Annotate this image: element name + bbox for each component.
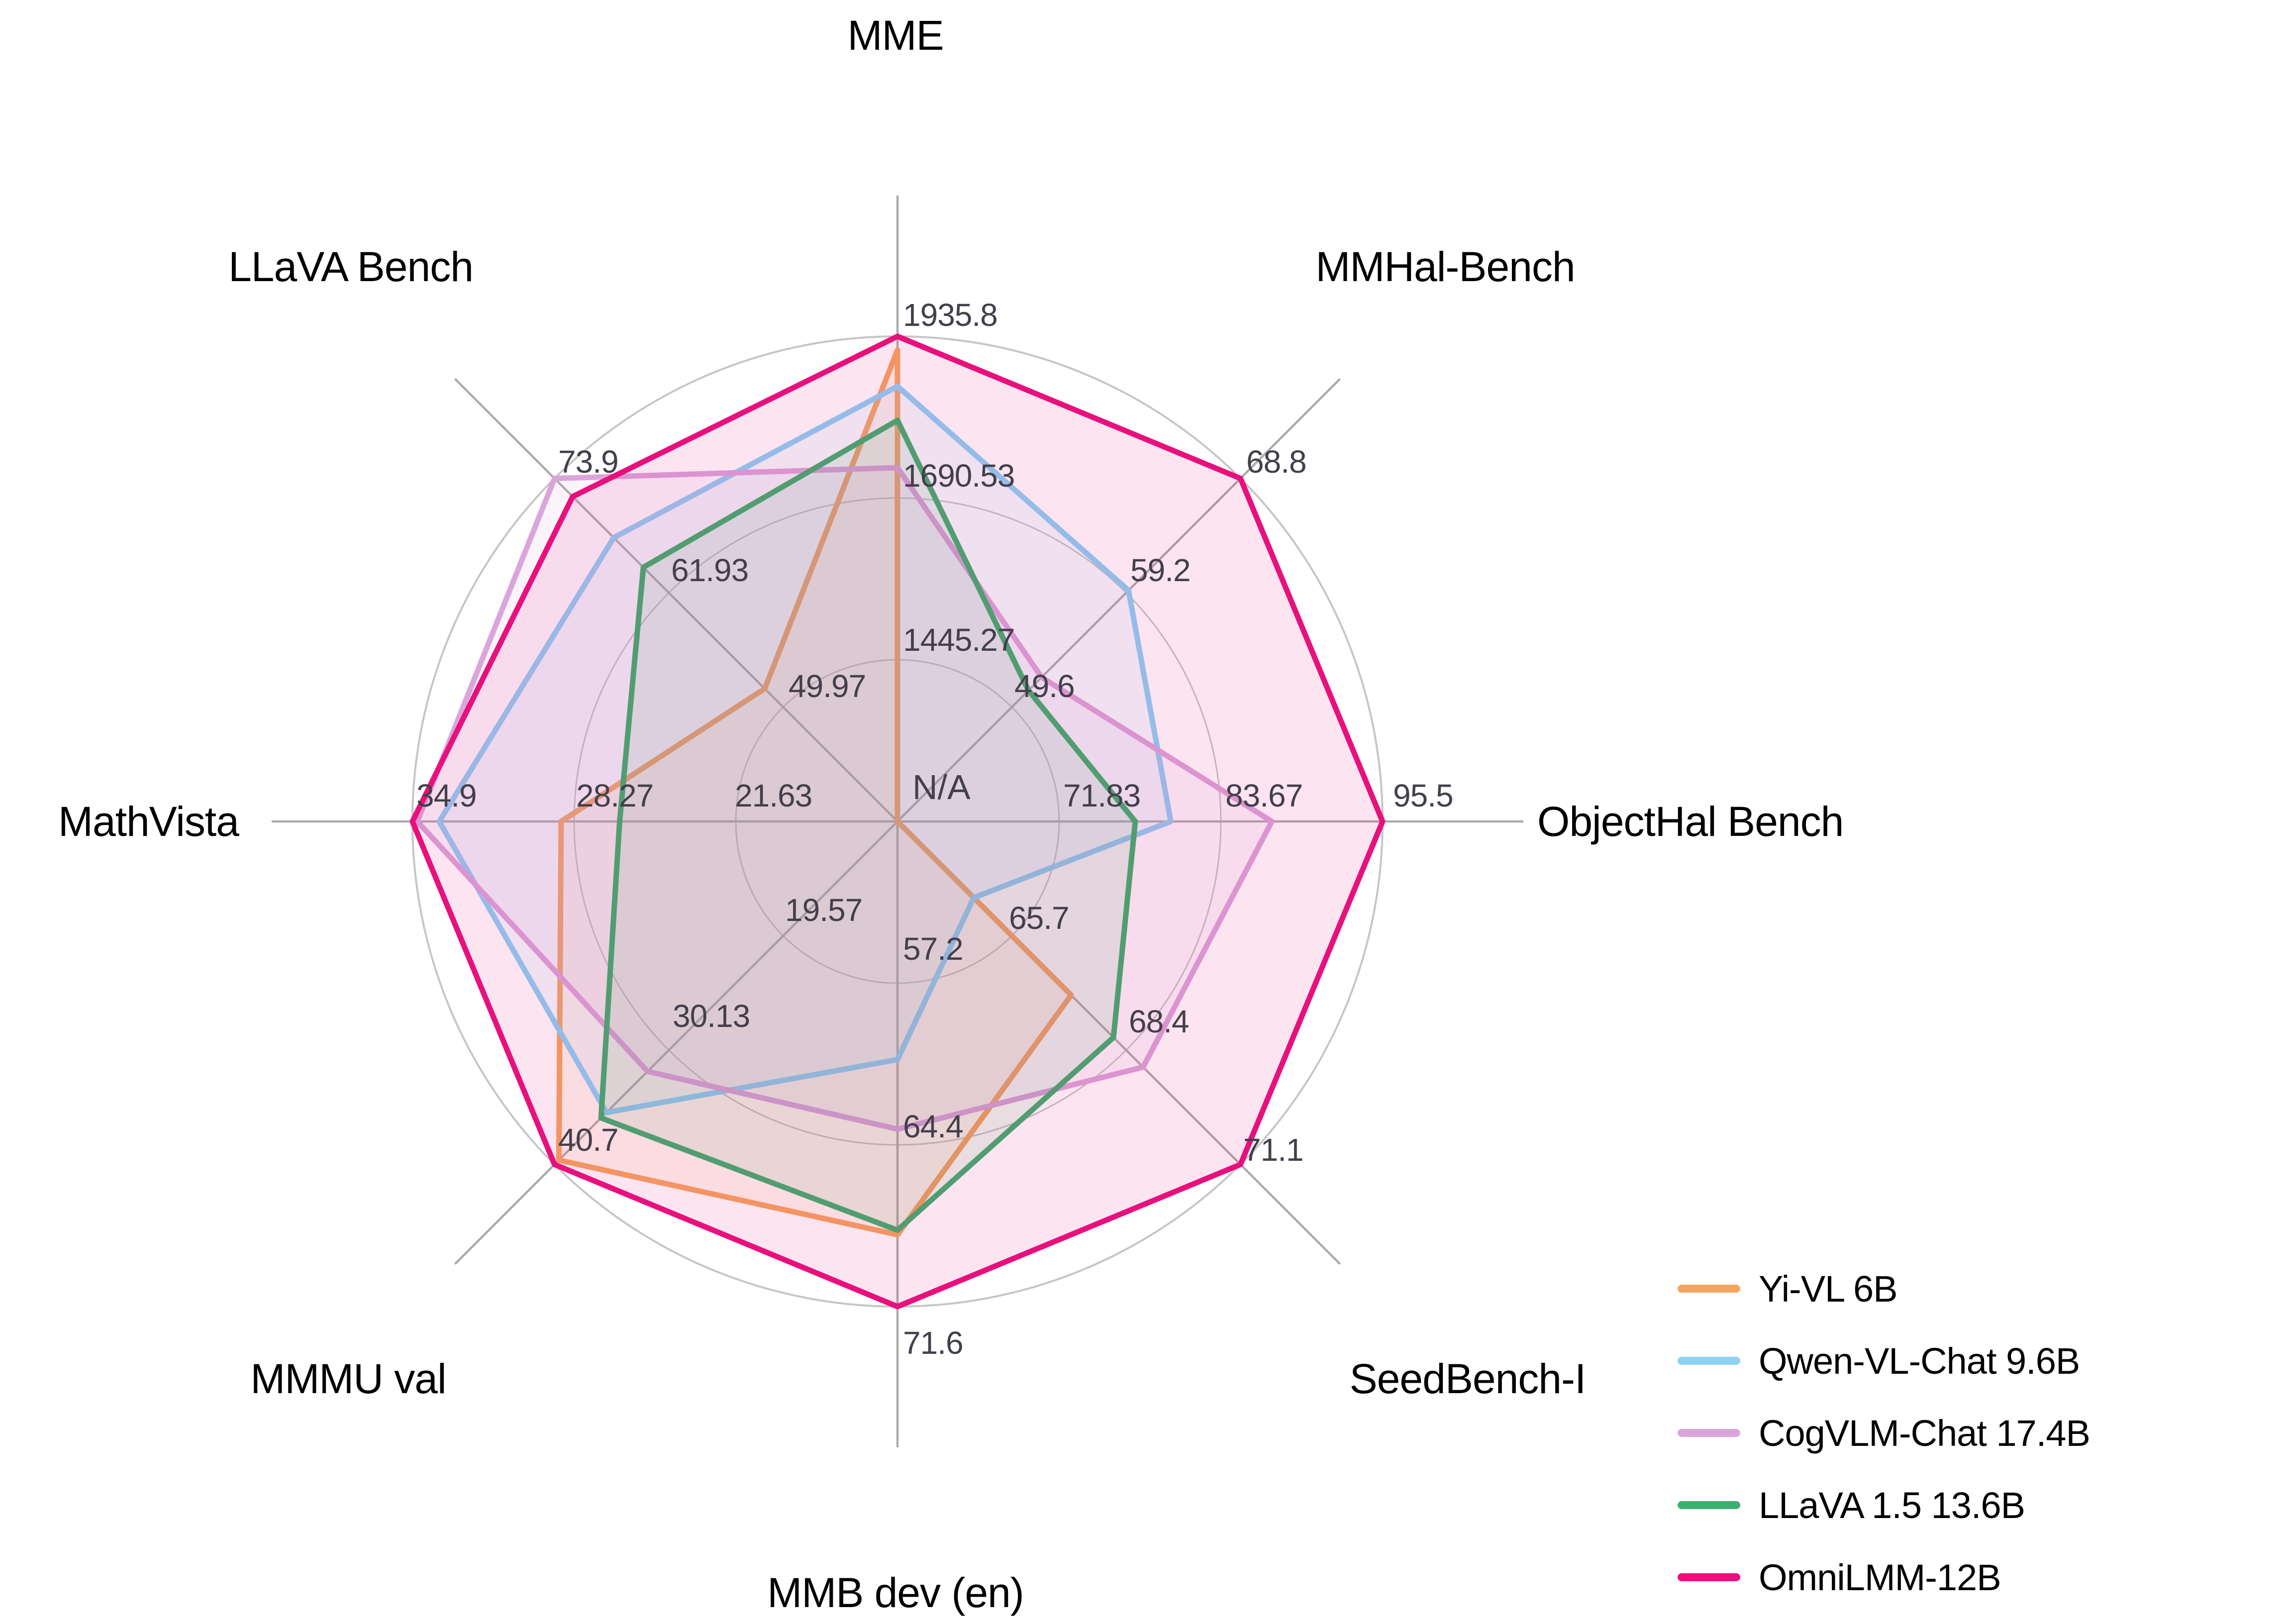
axis-label-seedbench-i: SeedBench-I [1350,1355,1586,1402]
tick-label-objecthal-bench-0: 71.83 [1063,778,1140,813]
series-fill-yi-vl-6b [559,350,1071,1235]
axis-label-llava-bench: LLaVA Bench [228,243,473,290]
legend-item-yi-vl-6b: Yi-VL 6B [1678,1268,1898,1310]
series-line-qwen-vl-chat-9-6b [436,383,1174,1116]
tick-label-mmmu-val-0: 19.57 [785,892,862,928]
series-line-omnilmm-12b [409,333,1386,1310]
tick-label-mmhal-bench-2: 68.8 [1246,444,1306,480]
legend-item-qwen-vl-chat-9-6b: Qwen-VL-Chat 9.6B [1678,1340,2080,1382]
tick-label-mmmu-val-2: 40.7 [558,1122,618,1158]
legend-item-omnilmm-12b: OmniLMM-12B [1678,1557,2001,1598]
axis-label-mmmu-val: MMMU val [250,1355,446,1402]
legend-label-omnilmm-12b: OmniLMM-12B [1759,1557,2001,1598]
series-line-cogvlm-chat-17-4b [414,465,1275,1132]
axis-spoke-llava-bench [454,378,898,822]
tick-label-seedbench-i-0: 65.7 [1009,900,1069,936]
series-fill-omnilmm-12b [412,336,1383,1307]
axis-label-mmhal-bench: MMHal-Bench [1315,243,1575,290]
tick-label-objecthal-bench-2: 95.5 [1393,778,1453,813]
tick-labels: 1445.27 1690.53 1935.8 49.6 59.2 68.8 71.83 83.… [416,297,1454,1361]
legend-label-yi-vl-6b: Yi-VL 6B [1759,1268,1897,1310]
tick-label-mme-1: 1690.53 [903,458,1014,494]
tick-label-objecthal-bench-1: 83.67 [1225,778,1302,813]
tick-label-mmmu-val-1: 30.13 [673,998,750,1034]
legend-label-cogvlm-chat-17-4b: CogVLM-Chat 17.4B [1759,1413,2090,1454]
legend-label-llava-1-5-13-6b: LLaVA 1.5 13.6B [1759,1485,2025,1526]
tick-label-seedbench-i-1: 68.4 [1129,1004,1189,1039]
tick-label-llava-bench-0: 49.97 [789,668,866,704]
legend-item-llava-1-5-13-6b: LLaVA 1.5 13.6B [1678,1485,2025,1526]
tick-label-mmhal-bench-1: 59.2 [1130,552,1191,588]
legend-label-qwen-vl-chat-9-6b: Qwen-VL-Chat 9.6B [1759,1340,2080,1382]
axis-titles: MME MMHal-Bench ObjectHal Bench SeedBench-I… [58,12,1844,1616]
axis-label-mathvista: MathVista [58,798,239,845]
series-fill-qwen-vl-chat-9-6b [439,386,1171,1113]
series-line-llava-1-5-13-6b [598,417,1138,1233]
tick-label-seedbench-i-2: 71.1 [1243,1132,1303,1168]
series-line-yi-vl-6b [556,347,1074,1238]
legend: Yi-VL 6B Qwen-VL-Chat 9.6B CogVLM-Chat 17.… [1678,1268,2091,1598]
axis-spoke-mmmu-val [454,820,898,1265]
series-fill-cogvlm-chat-17-4b [417,468,1272,1129]
tick-label-mme-2: 1935.8 [903,297,997,333]
tick-label-mathvista-2: 34.9 [416,778,477,813]
series-polygons [409,333,1386,1310]
series-fill-llava-1-5-13-6b [601,420,1135,1230]
axis-label-objecthal-bench: ObjectHal Bench [1537,798,1843,845]
tick-label-mmhal-bench-0: 49.6 [1014,668,1075,704]
tick-label-llava-bench-1: 61.93 [671,552,748,588]
tick-label-mmb-dev-en-1: 64.4 [903,1109,963,1144]
legend-item-cogvlm-chat-17-4b: CogVLM-Chat 17.4B [1678,1413,2091,1454]
axis-label-mme: MME [848,12,944,59]
missing-value-label: N/A [912,768,971,807]
tick-label-mathvista-1: 28.27 [576,778,653,813]
tick-label-mmb-dev-en-2: 71.6 [903,1325,963,1361]
tick-label-mmb-dev-en-0: 57.2 [903,931,963,967]
axis-spoke-mmhal-bench [897,378,1341,822]
tick-label-llava-bench-2: 73.9 [558,444,618,480]
tick-label-mme-0: 1445.27 [903,622,1014,658]
axis-label-mmb-dev-en: MMB dev (en) [767,1569,1023,1616]
tick-label-mathvista-0: 21.63 [735,778,812,813]
